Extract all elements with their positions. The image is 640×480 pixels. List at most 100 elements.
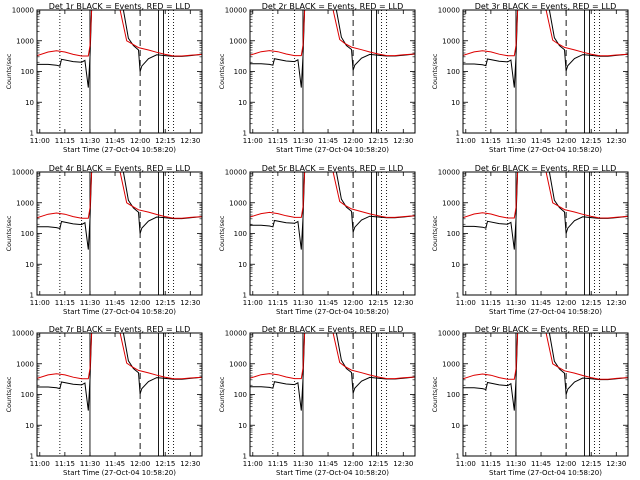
y-tick-label: 1 xyxy=(456,453,460,461)
lld-series-line xyxy=(37,10,202,57)
x-tick-label: 11:45 xyxy=(105,299,125,307)
x-axis-label: Start Time (27-Oct-04 10:58:20) xyxy=(489,308,602,316)
x-tick-label: 11:30 xyxy=(80,137,100,145)
chart-panel: Det 7r BLACK = Events, RED = LLD 1 10 100 10… xyxy=(5,325,203,477)
lld-series-line xyxy=(463,10,628,57)
x-tick-label: 11:30 xyxy=(506,299,526,307)
lld-series-line xyxy=(37,333,202,380)
x-tick-label: 12:30 xyxy=(606,137,626,145)
y-axis-label: Counts/sec xyxy=(218,215,226,251)
x-tick-label: 11:45 xyxy=(318,137,338,145)
x-tick-label: 11:45 xyxy=(105,137,125,145)
x-tick-label: 12:30 xyxy=(180,299,200,307)
y-tick-label: 1000 xyxy=(442,199,460,207)
y-tick-label: 100 xyxy=(447,391,460,399)
x-tick-label: 12:30 xyxy=(393,137,413,145)
y-tick-label: 10000 xyxy=(438,330,460,338)
x-tick-label: 12:00 xyxy=(130,137,150,145)
panel-title: Det 2r BLACK = Events, RED = LLD xyxy=(262,2,404,11)
x-tick-label: 11:45 xyxy=(318,460,338,468)
x-tick-label: 12:30 xyxy=(180,460,200,468)
y-tick-label: 1000 xyxy=(442,37,460,45)
plot-frame xyxy=(462,9,629,134)
x-tick-label: 12:15 xyxy=(368,460,388,468)
panel-title: Det 7r BLACK = Events, RED = LLD xyxy=(49,325,191,334)
x-tick-label: 11:00 xyxy=(243,137,263,145)
x-tick-label: 11:00 xyxy=(30,137,50,145)
y-tick-label: 10 xyxy=(238,422,247,430)
lld-series-line xyxy=(250,10,415,57)
y-tick-label: 100 xyxy=(21,68,34,76)
x-tick-label: 11:15 xyxy=(55,299,75,307)
chart-panel: Det 2r BLACK = Events, RED = LLD 1 10 100 10… xyxy=(218,2,416,154)
x-tick-label: 11:15 xyxy=(55,137,75,145)
x-tick-label: 12:00 xyxy=(343,299,363,307)
x-tick-label: 11:15 xyxy=(268,299,288,307)
x-tick-label: 11:45 xyxy=(531,460,551,468)
x-tick-label: 11:15 xyxy=(481,137,501,145)
x-tick-label: 11:30 xyxy=(80,460,100,468)
panel-title: Det 6r BLACK = Events, RED = LLD xyxy=(475,164,617,173)
panel-title: Det 3r BLACK = Events, RED = LLD xyxy=(475,2,617,11)
x-tick-label: 11:00 xyxy=(30,299,50,307)
plot-frame xyxy=(249,171,416,296)
chart-panel: Det 3r BLACK = Events, RED = LLD 1 10 100 10… xyxy=(431,2,629,154)
x-tick-label: 11:45 xyxy=(318,299,338,307)
y-tick-label: 1 xyxy=(456,130,460,138)
y-tick-label: 100 xyxy=(234,68,247,76)
x-tick-label: 11:15 xyxy=(268,460,288,468)
x-tick-label: 12:30 xyxy=(393,299,413,307)
y-tick-label: 10 xyxy=(238,261,247,269)
events-series-line xyxy=(463,333,628,411)
y-tick-label: 100 xyxy=(447,68,460,76)
y-tick-label: 1000 xyxy=(229,199,247,207)
plot-frame xyxy=(36,171,203,296)
x-tick-label: 11:00 xyxy=(456,299,476,307)
y-tick-label: 100 xyxy=(21,391,34,399)
x-tick-label: 11:30 xyxy=(80,299,100,307)
x-tick-label: 12:00 xyxy=(556,460,576,468)
plot-frame xyxy=(462,171,629,296)
y-tick-label: 1000 xyxy=(16,199,34,207)
x-tick-label: 11:00 xyxy=(243,460,263,468)
lld-series-line xyxy=(250,333,415,380)
y-tick-label: 10000 xyxy=(12,330,34,338)
y-axis-label: Counts/sec xyxy=(431,215,439,251)
plot-frame xyxy=(36,332,203,457)
x-tick-label: 11:30 xyxy=(293,299,313,307)
y-tick-label: 1 xyxy=(456,292,460,300)
x-tick-label: 11:15 xyxy=(481,299,501,307)
events-series-line xyxy=(250,333,415,411)
x-tick-label: 11:00 xyxy=(456,460,476,468)
x-tick-label: 11:30 xyxy=(506,460,526,468)
x-tick-label: 12:30 xyxy=(393,460,413,468)
plot-frame xyxy=(36,9,203,134)
y-tick-label: 10000 xyxy=(12,7,34,15)
x-tick-label: 12:15 xyxy=(368,137,388,145)
x-tick-label: 12:15 xyxy=(581,460,601,468)
y-tick-label: 1000 xyxy=(229,360,247,368)
x-tick-label: 12:00 xyxy=(343,137,363,145)
plot-frame xyxy=(249,332,416,457)
x-tick-label: 11:15 xyxy=(481,460,501,468)
y-tick-label: 10000 xyxy=(12,169,34,177)
x-axis-label: Start Time (27-Oct-04 10:58:20) xyxy=(63,308,176,316)
panel-title: Det 8r BLACK = Events, RED = LLD xyxy=(262,325,404,334)
y-tick-label: 10000 xyxy=(225,330,247,338)
panel-title: Det 9r BLACK = Events, RED = LLD xyxy=(475,325,617,334)
lld-series-line xyxy=(37,172,202,219)
y-axis-label: Counts/sec xyxy=(218,53,226,89)
y-tick-label: 1 xyxy=(243,453,247,461)
panel-title: Det 5r BLACK = Events, RED = LLD xyxy=(262,164,404,173)
y-axis-label: Counts/sec xyxy=(431,53,439,89)
y-axis-label: Counts/sec xyxy=(5,376,13,412)
x-tick-label: 11:15 xyxy=(55,460,75,468)
lld-series-line xyxy=(463,172,628,219)
x-tick-label: 11:30 xyxy=(293,137,313,145)
x-tick-label: 11:45 xyxy=(531,299,551,307)
plot-frame xyxy=(249,9,416,134)
lld-series-line xyxy=(463,333,628,380)
x-tick-label: 11:30 xyxy=(293,460,313,468)
y-tick-label: 10 xyxy=(451,422,460,430)
x-tick-label: 12:15 xyxy=(581,137,601,145)
